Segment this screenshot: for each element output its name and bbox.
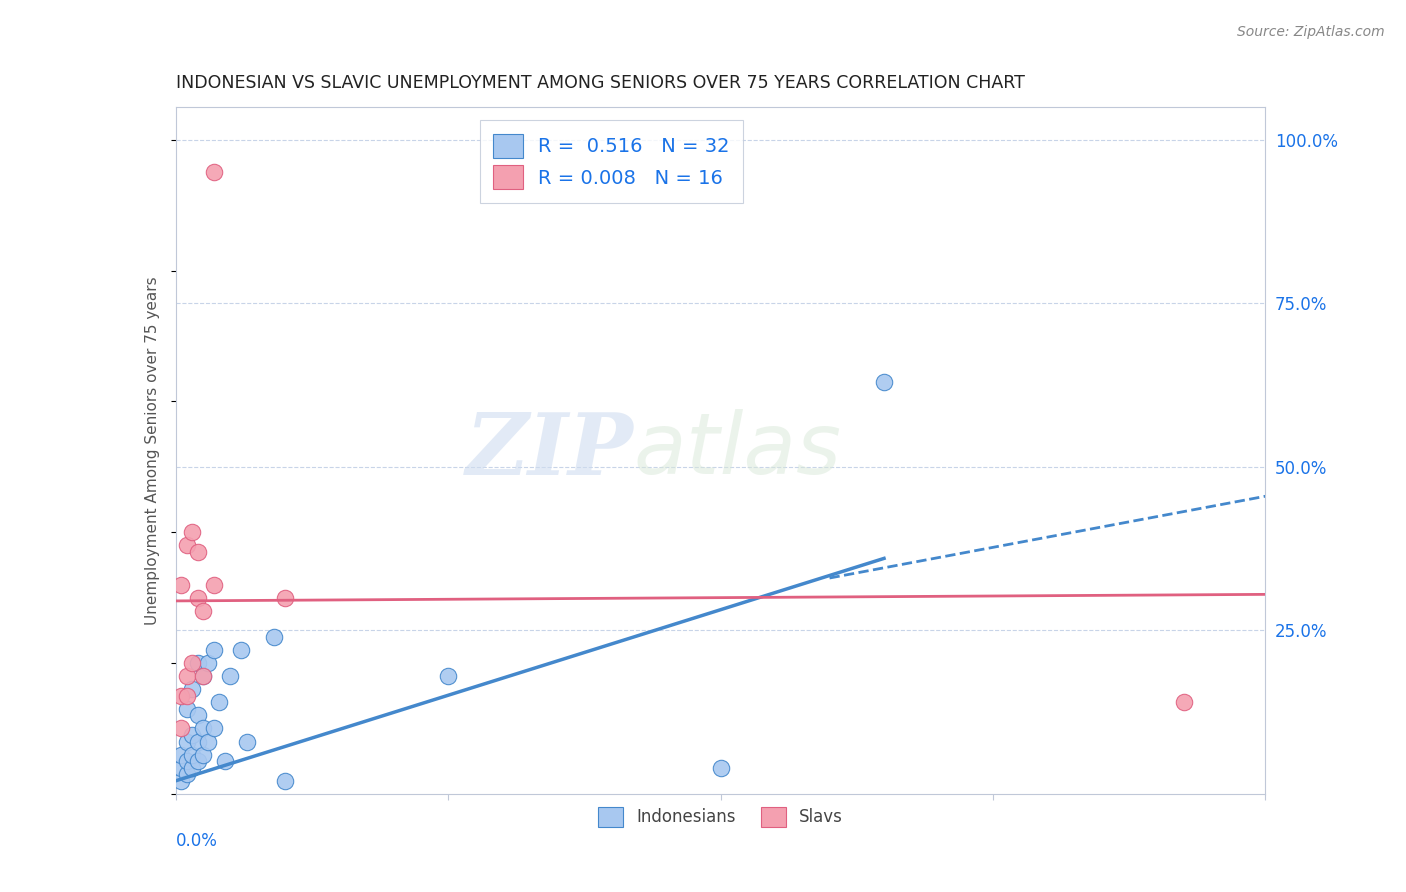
Point: [263, 630, 285, 644]
Point: [274, 591, 297, 605]
Point: [231, 643, 253, 657]
Point: [181, 656, 204, 670]
Point: [186, 591, 209, 605]
Point: [197, 656, 219, 670]
Point: [181, 728, 204, 742]
Point: [208, 695, 231, 709]
Text: Source: ZipAtlas.com: Source: ZipAtlas.com: [1237, 25, 1385, 39]
Point: [274, 773, 297, 788]
Point: [191, 669, 214, 683]
Legend: Indonesians, Slavs: Indonesians, Slavs: [592, 800, 849, 834]
Point: [202, 165, 225, 179]
Point: [181, 761, 204, 775]
Point: [176, 689, 198, 703]
Point: [176, 734, 198, 748]
Point: [176, 669, 198, 683]
Y-axis label: Unemployment Among Seniors over 75 years: Unemployment Among Seniors over 75 years: [145, 277, 160, 624]
Point: [186, 545, 209, 559]
Point: [191, 747, 214, 762]
Point: [214, 754, 236, 768]
Point: [710, 761, 733, 775]
Point: [1173, 695, 1195, 709]
Point: [202, 643, 225, 657]
Text: ZIP: ZIP: [465, 409, 633, 492]
Point: [176, 538, 198, 552]
Point: [170, 689, 193, 703]
Point: [176, 767, 198, 781]
Point: [181, 747, 204, 762]
Point: [186, 734, 209, 748]
Point: [170, 722, 193, 736]
Point: [186, 708, 209, 723]
Point: [202, 577, 225, 591]
Point: [176, 754, 198, 768]
Point: [170, 577, 193, 591]
Point: [219, 669, 242, 683]
Point: [176, 702, 198, 716]
Point: [181, 525, 204, 540]
Point: [186, 754, 209, 768]
Point: [170, 747, 193, 762]
Text: atlas: atlas: [633, 409, 841, 492]
Point: [191, 604, 214, 618]
Point: [191, 722, 214, 736]
Point: [170, 761, 193, 775]
Point: [170, 773, 193, 788]
Point: [191, 669, 214, 683]
Point: [202, 722, 225, 736]
Point: [197, 734, 219, 748]
Point: [437, 669, 460, 683]
Point: [186, 656, 209, 670]
Point: [181, 682, 204, 697]
Point: [235, 734, 257, 748]
Text: INDONESIAN VS SLAVIC UNEMPLOYMENT AMONG SENIORS OVER 75 YEARS CORRELATION CHART: INDONESIAN VS SLAVIC UNEMPLOYMENT AMONG …: [176, 74, 1025, 92]
Text: 0.0%: 0.0%: [176, 831, 218, 850]
Point: [873, 375, 896, 389]
